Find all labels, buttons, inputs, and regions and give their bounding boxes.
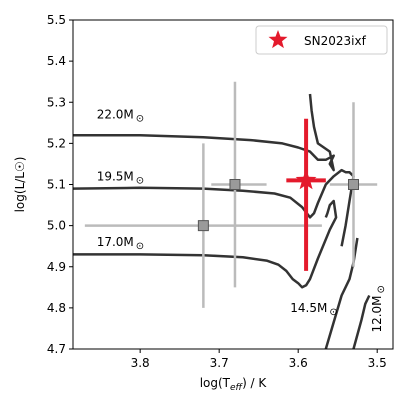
track-label-mass-0: 22.0M <box>97 108 134 122</box>
track-label-1: 19.5M ⊙ <box>97 169 144 186</box>
x-axis-label-pre: log(T <box>200 376 231 390</box>
track-label-sun-3: ⊙ <box>329 307 337 318</box>
sn2023ixf-point <box>286 118 326 271</box>
comparison-point-1 <box>211 81 267 288</box>
track-label-sun-1: ⊙ <box>136 175 144 186</box>
legend: SN2023ixf <box>255 25 388 55</box>
y-tick-label-8: 5.5 <box>47 13 66 27</box>
y-tick-label-2: 4.9 <box>47 260 66 274</box>
comparison-point-2 <box>329 102 378 267</box>
comparison-marker-0 <box>197 220 209 232</box>
legend-label: SN2023ixf <box>304 34 367 48</box>
track-label-mass-3: 14.5M <box>290 301 327 315</box>
comparison-marker-1 <box>229 179 241 190</box>
comparison-marker-2 <box>347 179 359 190</box>
y-axis-ticks: 4.7 4.8 4.9 5.0 5.1 5.2 5.3 5.4 5.5 <box>47 13 73 356</box>
x-axis-label-post: ) / K <box>242 376 267 390</box>
x-tick-label-3: 3.5 <box>368 356 387 370</box>
y-axis-label: log(L/L☉) <box>13 157 27 213</box>
track-line-4 <box>352 294 371 349</box>
track-label-2: 17.0M ⊙ <box>97 235 144 252</box>
y-tick-label-7: 5.4 <box>47 54 66 68</box>
track-labels: 22.0M ⊙19.5M ⊙17.0M ⊙14.5M ⊙ 12.0M⊙ <box>97 108 387 333</box>
track-label-sun-2: ⊙ <box>136 241 144 252</box>
x-axis-label: log(Teff) / K <box>200 376 268 393</box>
track-label-sun-0: ⊙ <box>136 114 144 125</box>
y-tick-label-5: 5.2 <box>47 136 66 150</box>
legend-box <box>255 25 388 55</box>
track-line-2 <box>73 199 338 289</box>
track-label-0: 22.0M ⊙ <box>97 108 144 125</box>
x-tick-label-2: 3.6 <box>289 356 308 370</box>
legend-star-icon <box>268 30 288 49</box>
track-label-3: 14.5M ⊙ <box>290 301 337 318</box>
x-tick-label-1: 3.7 <box>210 356 229 370</box>
sn-star-marker <box>295 169 317 190</box>
track-label-4: 12.0M ⊙ <box>370 285 387 332</box>
y-tick-label-0: 4.7 <box>47 342 66 356</box>
comparison-point-0 <box>84 143 322 308</box>
axis-labels: log(Teff) / K log(L/L☉) <box>13 157 267 393</box>
y-tick-label-4: 5.1 <box>47 178 66 192</box>
track-label-mass-2: 17.0M <box>97 235 134 249</box>
x-axis-ticks: 3.8 3.7 3.6 3.5 <box>131 349 387 370</box>
track-label-sun-4: ⊙ <box>376 285 387 293</box>
track-line-3 <box>324 237 359 349</box>
comparison-points <box>84 81 378 308</box>
track-label-mass-1: 19.5M <box>97 169 134 183</box>
x-axis-label-sub: eff <box>230 383 244 393</box>
track-label-mass-4: 12.0M <box>370 295 384 332</box>
x-tick-label-0: 3.8 <box>131 356 150 370</box>
y-tick-label-6: 5.3 <box>47 95 66 109</box>
y-tick-label-3: 5.0 <box>47 219 66 233</box>
y-tick-label-1: 4.8 <box>47 301 66 315</box>
